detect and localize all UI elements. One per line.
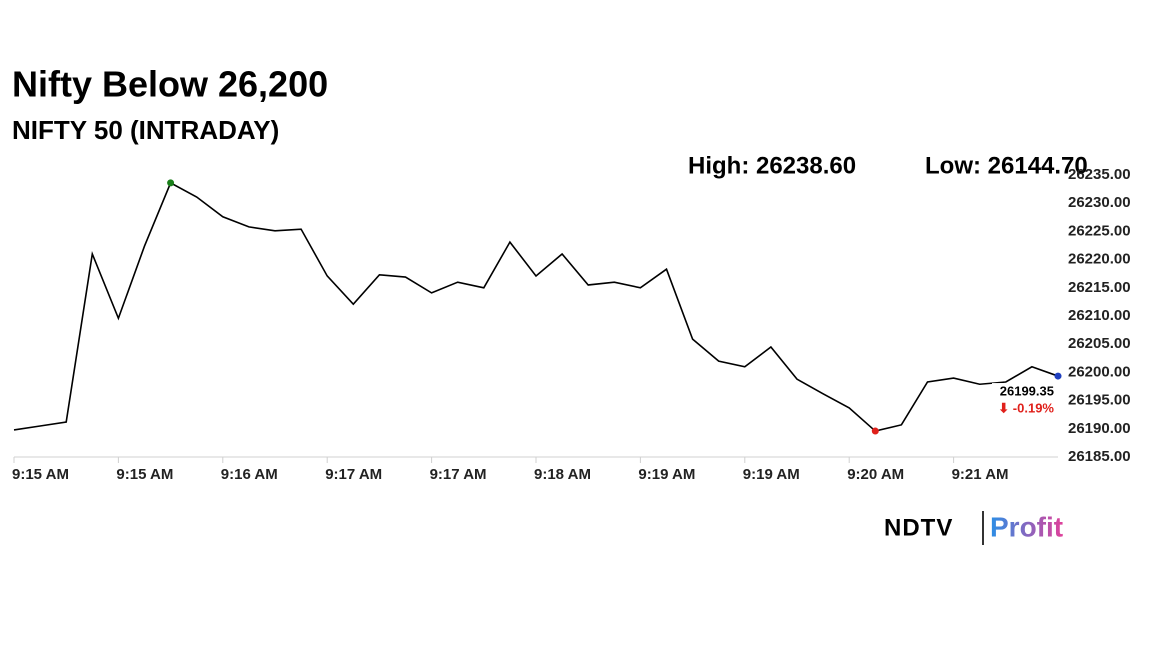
x-tick-label: 9:16 AM xyxy=(221,466,278,483)
y-tick-label: 26210.00 xyxy=(1068,307,1131,324)
x-tick-label: 9:18 AM xyxy=(534,466,591,483)
last-marker xyxy=(1054,372,1062,380)
low-marker xyxy=(871,427,879,435)
x-tick-label: 9:19 AM xyxy=(743,466,800,483)
low-label: Low: 26144.70 xyxy=(925,152,1088,179)
last-value-label: 26199.35 xyxy=(1000,384,1054,399)
chart-subtitle: NIFTY 50 (INTRADAY) xyxy=(12,115,279,145)
x-tick-label: 9:21 AM xyxy=(952,466,1009,483)
logo-ndtv: NDTV xyxy=(884,514,953,541)
y-tick-label: 26185.00 xyxy=(1068,448,1131,465)
y-tick-label: 26215.00 xyxy=(1068,279,1131,296)
logo-profit: Profit xyxy=(990,511,1063,542)
last-value-box xyxy=(992,383,1058,402)
x-tick-label: 9:15 AM xyxy=(116,466,173,483)
x-tick-label: 9:17 AM xyxy=(430,466,487,483)
y-tick-label: 26195.00 xyxy=(1068,392,1131,409)
y-tick-label: 26205.00 xyxy=(1068,335,1131,352)
x-tick-label: 9:20 AM xyxy=(847,466,904,483)
y-tick-label: 26225.00 xyxy=(1068,222,1131,239)
y-tick-label: 26230.00 xyxy=(1068,194,1131,211)
high-marker xyxy=(167,179,175,187)
chart-title: Nifty Below 26,200 xyxy=(12,64,328,105)
x-tick-label: 9:15 AM xyxy=(12,466,69,483)
y-tick-label: 26220.00 xyxy=(1068,251,1131,268)
price-line xyxy=(13,181,1059,432)
x-tick-label: 9:17 AM xyxy=(325,466,382,483)
change-label: ⬇ -0.19% xyxy=(998,401,1054,416)
high-label: High: 26238.60 xyxy=(688,152,856,179)
y-tick-label: 26200.00 xyxy=(1068,363,1131,380)
y-tick-label: 26235.00 xyxy=(1068,166,1131,183)
y-tick-label: 26190.00 xyxy=(1068,420,1131,437)
x-tick-label: 9:19 AM xyxy=(638,466,695,483)
